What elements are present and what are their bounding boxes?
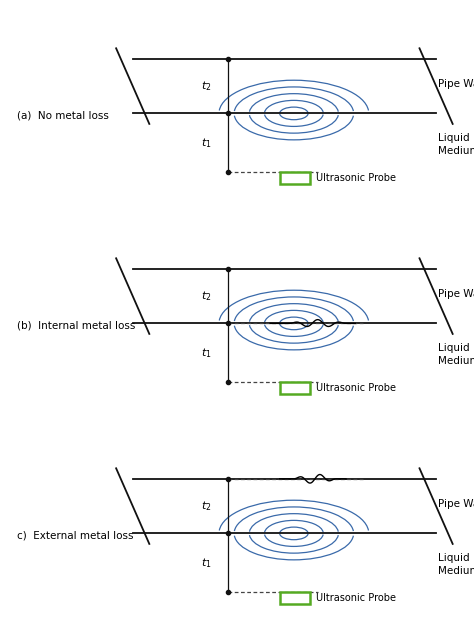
Bar	[280, 172, 310, 184]
Text: Ultrasonic Probe: Ultrasonic Probe	[316, 173, 396, 183]
Text: Ultrasonic Probe: Ultrasonic Probe	[316, 593, 396, 603]
Text: $t_1$: $t_1$	[201, 346, 211, 360]
Bar	[280, 592, 310, 604]
Text: Liquid
Medium: Liquid Medium	[438, 553, 474, 576]
Text: $t_2$: $t_2$	[201, 79, 211, 93]
Text: Liquid
Medium: Liquid Medium	[438, 343, 474, 367]
Bar	[280, 382, 310, 394]
Text: c)  External metal loss: c) External metal loss	[17, 530, 133, 541]
Text: Pipe Wall: Pipe Wall	[438, 79, 474, 89]
Text: $t_1$: $t_1$	[201, 556, 211, 570]
Text: (b)  Internal metal loss: (b) Internal metal loss	[17, 321, 135, 331]
Text: Pipe Wall: Pipe Wall	[438, 499, 474, 509]
Text: (a)  No metal loss: (a) No metal loss	[17, 110, 109, 120]
Text: Liquid
Medium: Liquid Medium	[438, 134, 474, 156]
Text: $t_1$: $t_1$	[201, 136, 211, 150]
Text: $t_2$: $t_2$	[201, 289, 211, 303]
Text: Pipe Wall: Pipe Wall	[438, 289, 474, 299]
Text: $t_2$: $t_2$	[201, 499, 211, 513]
Text: Ultrasonic Probe: Ultrasonic Probe	[316, 383, 396, 393]
